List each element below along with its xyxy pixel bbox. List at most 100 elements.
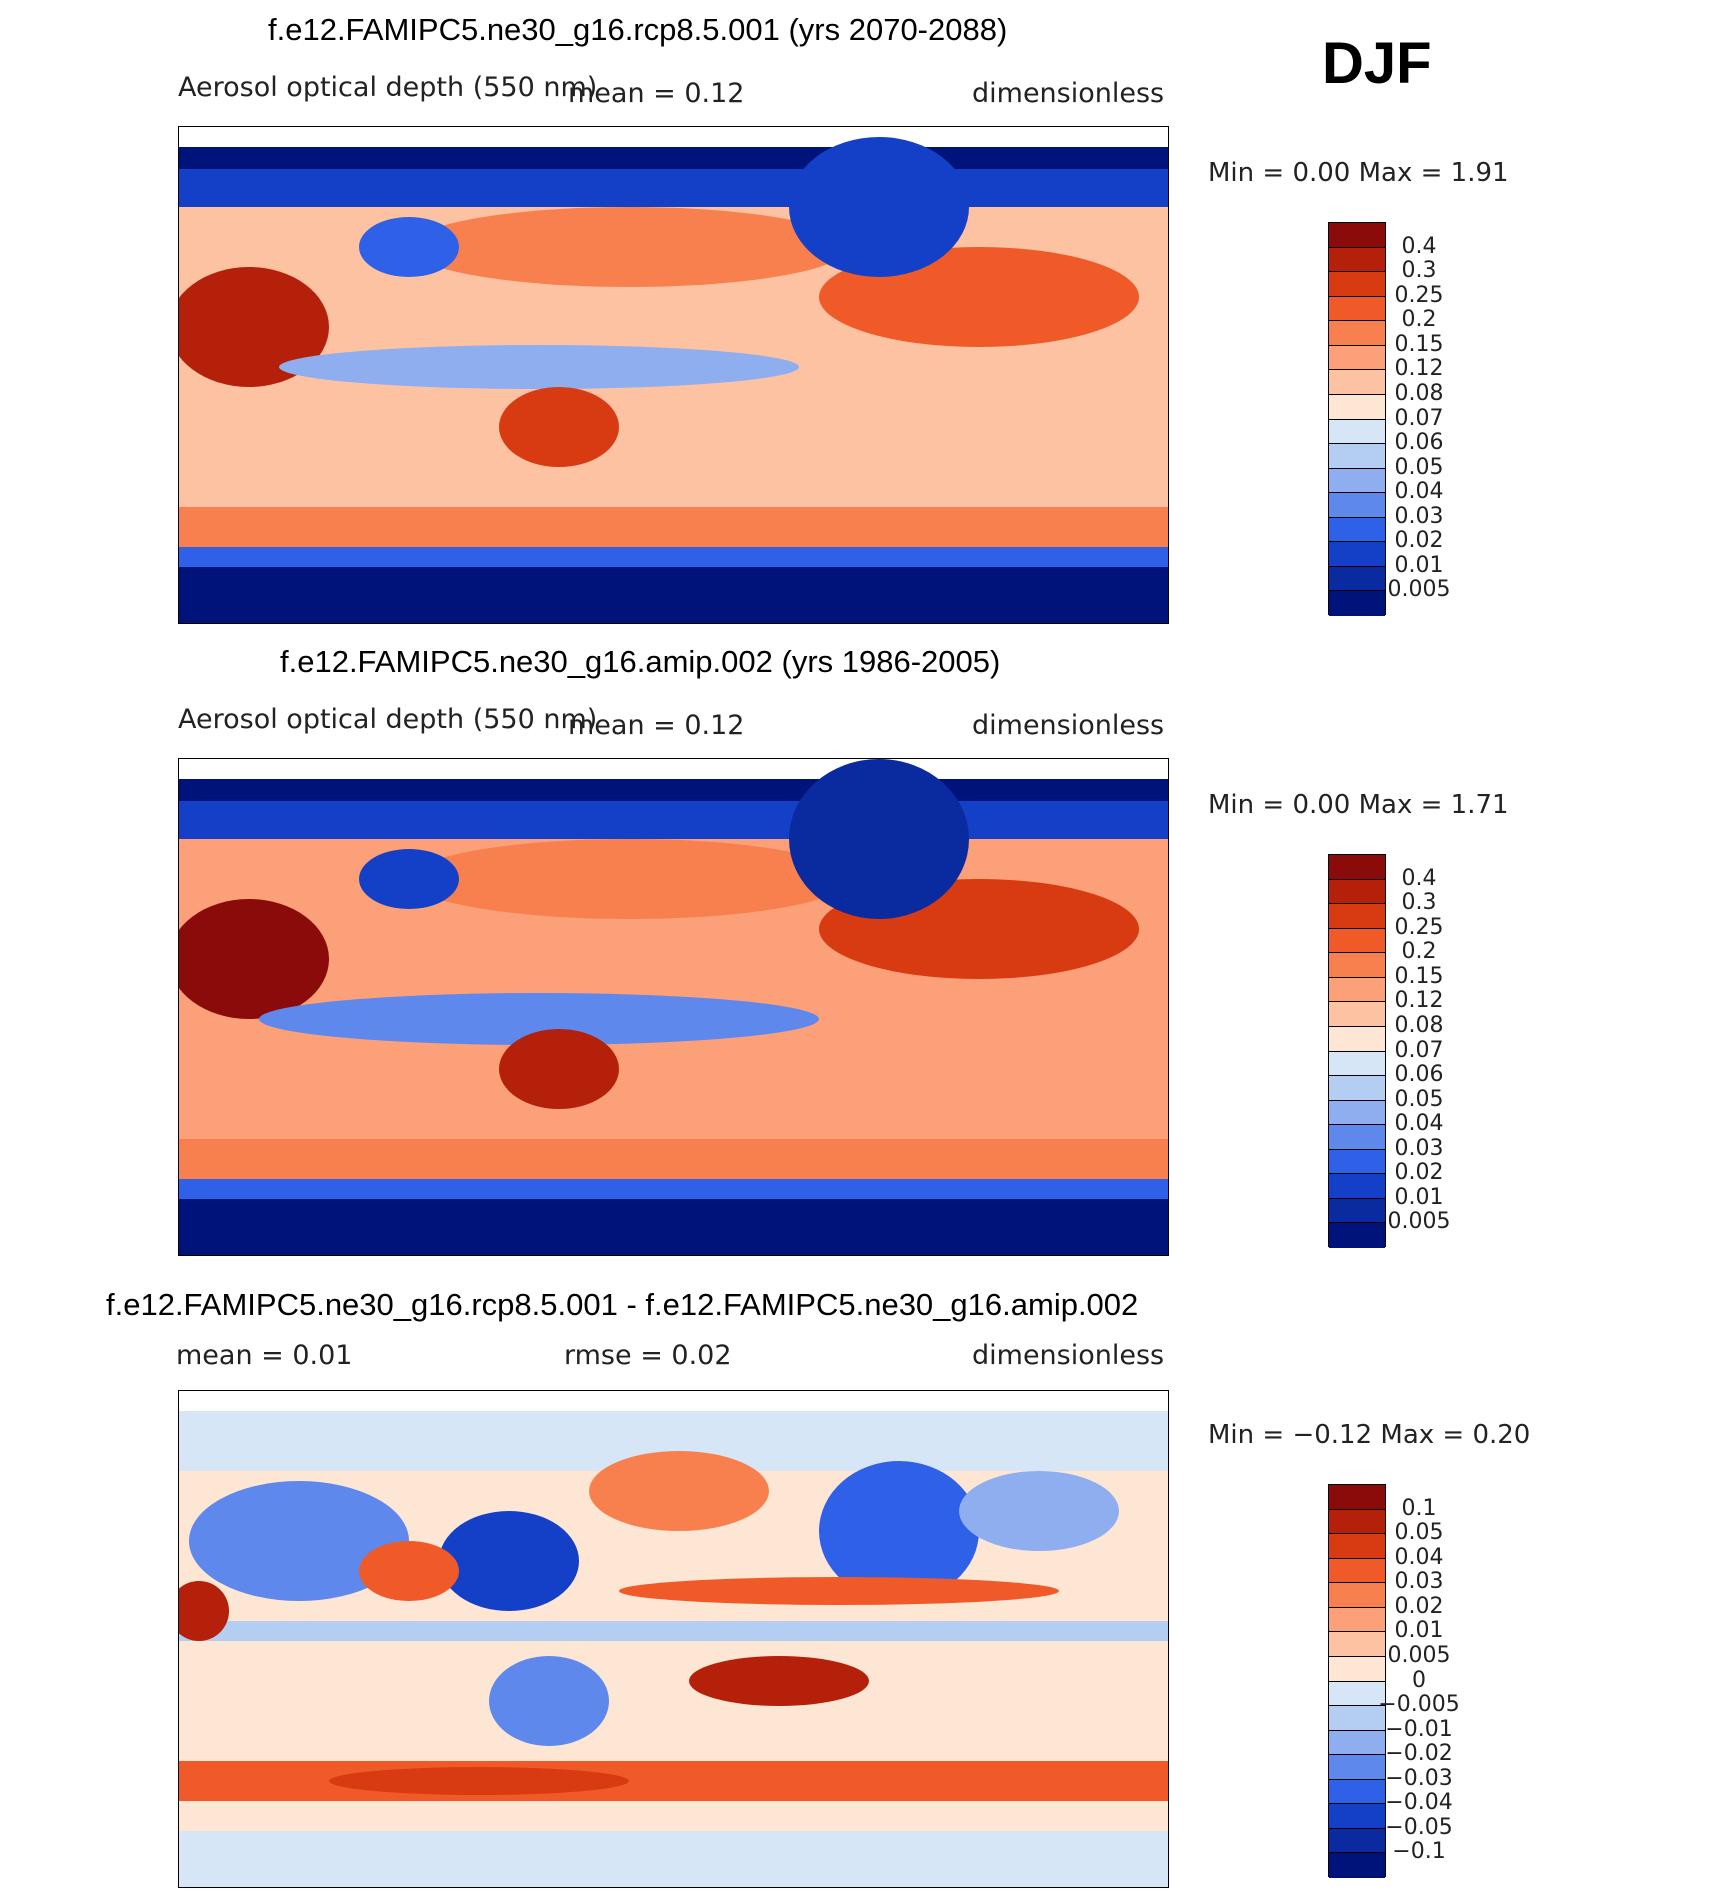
colorbar-label: 0.1 [1401, 1495, 1437, 1521]
colorbar-swatch [1329, 1656, 1385, 1682]
colorbar-label: 0.3 [1401, 258, 1437, 284]
colorbar-swatch [1329, 977, 1385, 1003]
colorbar-label: 0.03 [1394, 503, 1444, 529]
panel-1-colorbar [1328, 222, 1386, 616]
colorbar-swatch [1329, 1076, 1385, 1101]
panel-2-mean: mean = 0.12 [568, 710, 745, 741]
colorbar-label: 0.005 [1387, 577, 1451, 603]
panel-1-mean: mean = 0.12 [568, 78, 745, 109]
colorbar-label: 0.4 [1401, 233, 1437, 259]
colorbar-swatch [1329, 566, 1385, 592]
colorbar-label: 0.07 [1394, 1037, 1444, 1063]
panel-3-title: f.e12.FAMIPC5.ne30_g16.rcp8.5.001 - f.e1… [106, 1287, 1139, 1322]
panel-2-units: dimensionless [972, 710, 1165, 741]
colorbar-swatch [1329, 1632, 1385, 1657]
colorbar-label: 0.02 [1394, 528, 1444, 554]
colorbar-label: 0.05 [1394, 454, 1444, 480]
colorbar-label: 0.25 [1394, 282, 1444, 308]
colorbar-swatch [1329, 542, 1385, 567]
colorbar-swatch [1329, 1828, 1385, 1854]
colorbar-swatch [1329, 1223, 1385, 1248]
colorbar-swatch [1329, 1485, 1385, 1510]
panel-2-title: f.e12.FAMIPC5.ne30_g16.amip.002 (yrs 198… [280, 644, 1001, 679]
colorbar-swatch [1329, 321, 1385, 346]
colorbar-swatch [1329, 591, 1385, 616]
colorbar-swatch [1329, 1026, 1385, 1052]
colorbar-label: 0.3 [1401, 890, 1437, 916]
colorbar-label: 0.07 [1394, 405, 1444, 431]
panel-3-colorbar [1328, 1484, 1386, 1878]
colorbar-swatch [1329, 296, 1385, 322]
colorbar-label: 0.05 [1394, 1086, 1444, 1112]
colorbar-label: 0.2 [1401, 939, 1437, 965]
colorbar-swatch [1329, 272, 1385, 297]
colorbar-label: −0.01 [1385, 1716, 1453, 1742]
colorbar-label: 0.005 [1387, 1642, 1451, 1668]
colorbar-swatch [1329, 953, 1385, 978]
colorbar-label: 0.2 [1401, 307, 1437, 333]
colorbar-label: 0.15 [1394, 331, 1444, 357]
colorbar-label: 0.04 [1394, 479, 1444, 505]
colorbar-label: 0.01 [1394, 1184, 1444, 1210]
colorbar-label: 0.12 [1394, 988, 1444, 1014]
panel-2-colorbar [1328, 854, 1386, 1248]
colorbar-label: 0.4 [1401, 865, 1437, 891]
colorbar-label: −0.05 [1385, 1814, 1453, 1840]
colorbar-swatch [1329, 1125, 1385, 1150]
colorbar-label: 0.04 [1394, 1544, 1444, 1570]
panel-1-minmax: Min = 0.00 Max = 1.91 [1208, 158, 1509, 188]
colorbar-swatch [1329, 1558, 1385, 1584]
colorbar-swatch [1329, 1051, 1385, 1077]
colorbar-swatch [1329, 468, 1385, 494]
panel-3-minmax: Min = −0.12 Max = 0.20 [1208, 1420, 1531, 1450]
colorbar-label: 0.03 [1394, 1135, 1444, 1161]
colorbar-label: 0.01 [1394, 1618, 1444, 1644]
colorbar-swatch [1329, 1681, 1385, 1707]
colorbar-label: 0.02 [1394, 1160, 1444, 1186]
colorbar-swatch [1329, 1198, 1385, 1224]
panel-3-units: dimensionless [972, 1340, 1165, 1371]
colorbar-label: 0.03 [1394, 1569, 1444, 1595]
colorbar-swatch [1329, 1804, 1385, 1829]
colorbar-label: −0.02 [1385, 1741, 1453, 1767]
colorbar-swatch [1329, 928, 1385, 954]
colorbar-label: 0.01 [1394, 552, 1444, 578]
colorbar-swatch [1329, 1730, 1385, 1756]
colorbar-label: 0.04 [1394, 1111, 1444, 1137]
panel-2-map-svg [179, 759, 1168, 1255]
colorbar-swatch [1329, 1174, 1385, 1199]
colorbar-swatch [1329, 1002, 1385, 1027]
panel-3-map [178, 1390, 1169, 1888]
colorbar-swatch [1329, 394, 1385, 420]
panel-3-rmse: rmse = 0.02 [564, 1340, 732, 1371]
colorbar-swatch [1329, 904, 1385, 929]
colorbar-label: 0.15 [1394, 963, 1444, 989]
colorbar-label: 0.08 [1394, 380, 1444, 406]
colorbar-swatch [1329, 517, 1385, 543]
panel-3-mean: mean = 0.01 [176, 1340, 353, 1371]
panel-1-variable: Aerosol optical depth (550 nm) [178, 72, 598, 103]
colorbar-swatch [1329, 1779, 1385, 1805]
colorbar-label: 0.25 [1394, 914, 1444, 940]
colorbar-label: 0.06 [1394, 1062, 1444, 1088]
colorbar-label: 0.12 [1394, 356, 1444, 382]
colorbar-swatch [1329, 419, 1385, 445]
colorbar-label: −0.04 [1385, 1790, 1453, 1816]
panel-1-units: dimensionless [972, 78, 1165, 109]
colorbar-swatch [1329, 855, 1385, 880]
colorbar-label: 0.08 [1394, 1012, 1444, 1038]
panel-1-map [178, 126, 1169, 624]
colorbar-swatch [1329, 1583, 1385, 1608]
colorbar-swatch [1329, 345, 1385, 371]
season-label: DJF [1322, 31, 1432, 96]
panel-3-map-svg [179, 1391, 1168, 1887]
colorbar-label: 0.02 [1394, 1593, 1444, 1619]
colorbar-swatch [1329, 247, 1385, 273]
colorbar-swatch [1329, 1534, 1385, 1559]
panel-2-variable: Aerosol optical depth (550 nm) [178, 704, 598, 735]
panel-1-title: f.e12.FAMIPC5.ne30_g16.rcp8.5.001 (yrs 2… [268, 12, 1008, 47]
colorbar-swatch [1329, 1853, 1385, 1878]
panel-2-minmax: Min = 0.00 Max = 1.71 [1208, 790, 1509, 820]
colorbar-swatch [1329, 444, 1385, 469]
colorbar-swatch [1329, 1509, 1385, 1535]
